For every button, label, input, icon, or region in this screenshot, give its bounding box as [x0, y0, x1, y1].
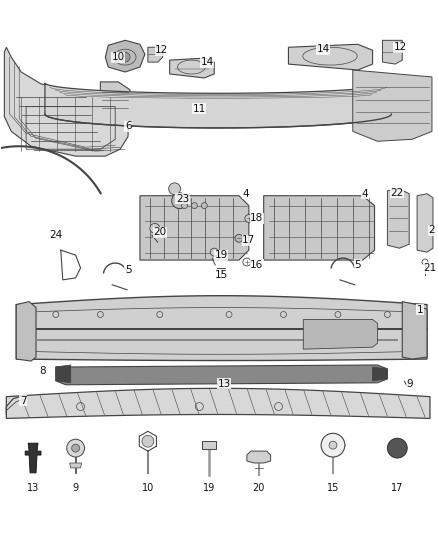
Text: 6: 6: [125, 122, 131, 132]
Circle shape: [169, 183, 180, 195]
Polygon shape: [70, 463, 81, 468]
Polygon shape: [16, 296, 427, 360]
Text: 23: 23: [176, 193, 189, 204]
Circle shape: [191, 203, 198, 208]
Circle shape: [172, 193, 187, 208]
Circle shape: [150, 223, 160, 233]
Text: 5: 5: [354, 260, 361, 270]
Polygon shape: [148, 47, 163, 62]
Polygon shape: [56, 365, 71, 383]
Circle shape: [321, 433, 345, 457]
Polygon shape: [289, 44, 373, 70]
Text: 21: 21: [424, 263, 437, 273]
Polygon shape: [303, 319, 378, 349]
Polygon shape: [16, 302, 36, 361]
Polygon shape: [100, 82, 130, 117]
Text: 7: 7: [20, 395, 26, 406]
Polygon shape: [388, 189, 409, 248]
Polygon shape: [56, 365, 388, 385]
Text: 22: 22: [391, 188, 404, 198]
Polygon shape: [417, 194, 433, 252]
Text: 9: 9: [73, 483, 79, 492]
Text: 14: 14: [201, 57, 214, 67]
Text: 15: 15: [215, 270, 228, 280]
Text: 10: 10: [112, 52, 125, 62]
Text: 9: 9: [407, 379, 413, 389]
Text: 4: 4: [243, 189, 249, 199]
Polygon shape: [6, 389, 430, 418]
Circle shape: [388, 438, 407, 458]
Circle shape: [201, 203, 207, 208]
Polygon shape: [382, 41, 402, 64]
Text: 16: 16: [250, 260, 263, 270]
Circle shape: [181, 203, 187, 208]
Polygon shape: [402, 302, 427, 359]
Text: 17: 17: [391, 483, 403, 492]
Text: 20: 20: [153, 228, 166, 237]
Text: 19: 19: [215, 250, 228, 260]
Circle shape: [120, 52, 130, 62]
Text: 20: 20: [253, 483, 265, 492]
Text: 8: 8: [40, 366, 46, 376]
Text: 12: 12: [394, 42, 407, 52]
Text: 18: 18: [250, 214, 263, 223]
Circle shape: [329, 441, 337, 449]
Text: 4: 4: [361, 189, 368, 199]
Polygon shape: [247, 451, 271, 463]
Text: 19: 19: [203, 483, 215, 492]
Text: 15: 15: [327, 483, 339, 492]
Polygon shape: [25, 443, 41, 473]
Circle shape: [142, 435, 154, 447]
Text: 10: 10: [142, 483, 154, 492]
Polygon shape: [4, 47, 128, 156]
Polygon shape: [140, 196, 249, 260]
Text: 1: 1: [417, 304, 424, 314]
Text: 14: 14: [317, 44, 330, 54]
Polygon shape: [45, 83, 392, 128]
Polygon shape: [170, 58, 214, 78]
Circle shape: [245, 215, 253, 222]
Polygon shape: [202, 441, 216, 449]
Polygon shape: [353, 70, 432, 141]
Text: 13: 13: [218, 379, 231, 389]
Text: 24: 24: [49, 230, 63, 240]
Text: 17: 17: [242, 235, 255, 245]
Text: 2: 2: [429, 225, 435, 236]
Circle shape: [72, 444, 80, 452]
Circle shape: [210, 248, 218, 256]
Polygon shape: [373, 367, 388, 381]
Circle shape: [67, 439, 85, 457]
Polygon shape: [105, 41, 145, 72]
Text: 12: 12: [155, 45, 168, 55]
Text: 5: 5: [125, 265, 131, 275]
Text: 11: 11: [193, 103, 206, 114]
Polygon shape: [264, 196, 374, 260]
Circle shape: [235, 235, 243, 243]
Text: 13: 13: [27, 483, 39, 492]
